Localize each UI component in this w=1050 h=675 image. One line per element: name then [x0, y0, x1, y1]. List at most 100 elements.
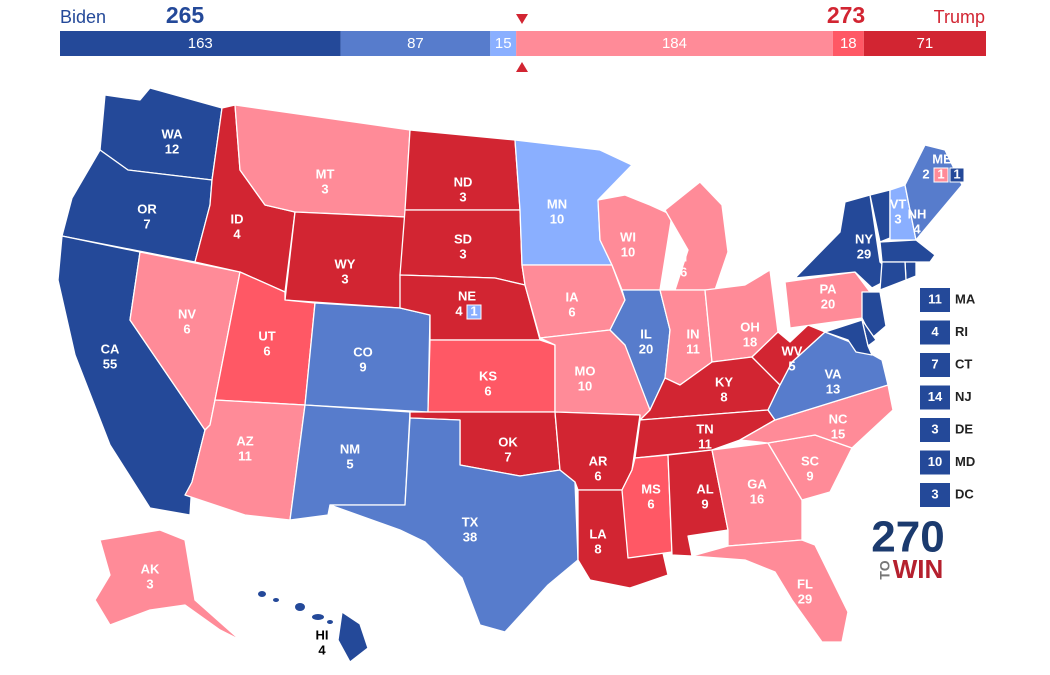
logo-number: 270: [871, 513, 944, 562]
state-abbr: OH: [740, 319, 760, 334]
state-ev: 11: [686, 341, 700, 356]
state-abbr: NV: [178, 306, 196, 321]
small-state-abbr: DE: [955, 421, 973, 436]
logo: 270 TO WIN: [871, 513, 944, 584]
state-ev: 4: [455, 303, 463, 318]
state-abbr: AR: [589, 453, 608, 468]
state-ev: 5: [346, 456, 353, 471]
state-abbr: OK: [498, 434, 518, 449]
district-ev: 1: [953, 166, 960, 181]
state-ev: 2: [922, 166, 929, 181]
state: [824, 319, 873, 356]
state-abbr: FL: [797, 576, 813, 591]
bar-segment: [516, 31, 833, 56]
state-ev: 11: [698, 436, 712, 451]
small-state-box: [920, 483, 950, 507]
right-total: 273: [827, 2, 865, 28]
state-ev: 3: [459, 189, 466, 204]
state-abbr: OR: [137, 201, 157, 216]
state-ev: 20: [639, 341, 653, 356]
state-abbr: MT: [316, 166, 335, 181]
state-abbr: CO: [353, 344, 373, 359]
small-state-abbr: RI: [955, 324, 968, 339]
small-state-ev: 3: [931, 486, 938, 501]
state-abbr: WV: [782, 343, 803, 358]
district-ev: 1: [470, 303, 477, 318]
state-ev: 6: [568, 304, 575, 319]
state: [94, 529, 241, 641]
state-abbr: TN: [696, 421, 713, 436]
small-state-ev: 11: [928, 291, 942, 306]
state-abbr: TX: [462, 514, 479, 529]
state-abbr: HI: [316, 627, 329, 642]
bar-segment-label: 163: [188, 35, 213, 52]
small-state-abbr: MA: [955, 291, 976, 306]
state-ev: 16: [673, 264, 687, 279]
state-abbr: IN: [687, 326, 700, 341]
state-ev: 20: [821, 296, 835, 311]
logo-to: TO: [877, 560, 893, 579]
state-ev: 15: [831, 426, 845, 441]
state-ev: 29: [798, 591, 812, 606]
bar-segment-label: 18: [840, 35, 857, 52]
state-abbr: NH: [908, 206, 927, 221]
state-abbr: MN: [547, 196, 567, 211]
state-abbr: AZ: [236, 433, 253, 448]
state-ev: 16: [750, 491, 764, 506]
state-ev: 9: [701, 496, 708, 511]
marker-top: [516, 14, 528, 24]
state: [691, 539, 849, 643]
small-state-ev: 10: [928, 454, 942, 469]
ev-bar: 163 87 15 184 18 71: [60, 31, 986, 56]
state: [794, 194, 896, 289]
state-abbr: NY: [855, 231, 873, 246]
state: [879, 239, 936, 263]
small-state-box: [920, 418, 950, 442]
state-ev: 6: [484, 383, 491, 398]
state-ev: 9: [359, 359, 366, 374]
small-state-ev: 14: [928, 389, 943, 404]
state-ev: 11: [238, 448, 252, 463]
state-ev: 6: [594, 468, 601, 483]
state-ev: 4: [318, 642, 326, 657]
state-ev: 8: [720, 389, 727, 404]
state-ev: 55: [103, 356, 117, 371]
state-ev: 29: [857, 246, 871, 261]
small-state-ev: 4: [931, 324, 939, 339]
right-name: Trump: [934, 7, 985, 27]
bar-segment-label: 87: [407, 35, 424, 52]
small-state-abbr: CT: [955, 356, 972, 371]
state-abbr: GA: [747, 476, 767, 491]
small-state-abbr: NJ: [955, 389, 972, 404]
state: [234, 104, 411, 218]
bar-segment: [340, 31, 491, 56]
state-abbr: KS: [479, 368, 497, 383]
state-abbr: NM: [340, 441, 360, 456]
state-ev: 18: [743, 334, 757, 349]
district-box: [949, 167, 965, 183]
state-ev: 10: [621, 244, 635, 259]
hawaii-islands: [258, 591, 333, 624]
state-ev: 6: [183, 321, 190, 336]
state-abbr: AL: [696, 481, 713, 496]
state-ev: 10: [578, 378, 592, 393]
state-ev: 6: [647, 496, 654, 511]
state-ev: 3: [894, 211, 901, 226]
left-name: Biden: [60, 7, 106, 27]
bar-segment-label: 184: [662, 35, 687, 52]
bar-segment: [832, 31, 864, 56]
state-abbr: CA: [101, 341, 120, 356]
state-ev: 7: [504, 449, 511, 464]
bar-segment: [60, 31, 341, 56]
state-ev: 12: [165, 141, 179, 156]
bar-segment-label: 71: [917, 35, 934, 52]
state: [879, 261, 907, 291]
small-state-abbr: DC: [955, 486, 974, 501]
state-ev: 3: [146, 576, 153, 591]
state-abbr: VA: [824, 366, 842, 381]
state-ev: 4: [233, 226, 241, 241]
small-state-box: [920, 320, 950, 345]
state-ev: 3: [341, 271, 348, 286]
state-ev: 7: [143, 216, 150, 231]
